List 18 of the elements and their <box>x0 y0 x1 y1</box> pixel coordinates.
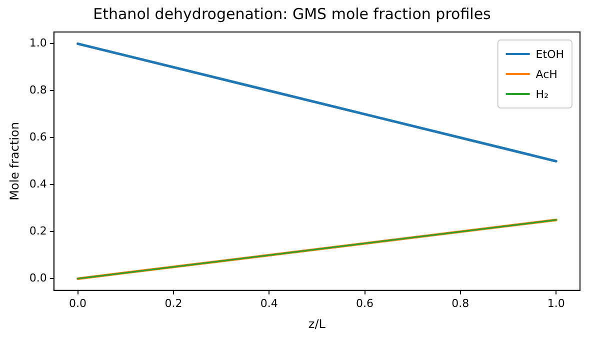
x-tick-label: 0.0 <box>69 296 87 310</box>
x-tick-label: 0.2 <box>164 296 182 310</box>
x-tick-label: 1.0 <box>547 296 565 310</box>
legend-label: H₂ <box>536 88 548 101</box>
y-tick-label: 1.0 <box>29 36 47 50</box>
x-tick-label: 0.6 <box>356 296 374 310</box>
legend-label: AcH <box>536 68 558 81</box>
y-axis-title: Mole fraction <box>7 122 22 200</box>
chart-title: Ethanol dehydrogenation: GMS mole fraction profiles <box>93 4 492 23</box>
y-tick-label: 0.6 <box>29 130 47 144</box>
x-axis-title: z/L <box>308 316 326 331</box>
x-tick-label: 0.8 <box>452 296 470 310</box>
legend-label: EtOH <box>536 48 564 61</box>
y-tick-label: 0.2 <box>29 224 47 238</box>
x-tick-label: 0.4 <box>260 296 278 310</box>
y-tick-label: 0.0 <box>29 272 47 285</box>
y-tick-label: 0.4 <box>29 178 47 191</box>
y-tick-label: 0.8 <box>29 84 47 97</box>
